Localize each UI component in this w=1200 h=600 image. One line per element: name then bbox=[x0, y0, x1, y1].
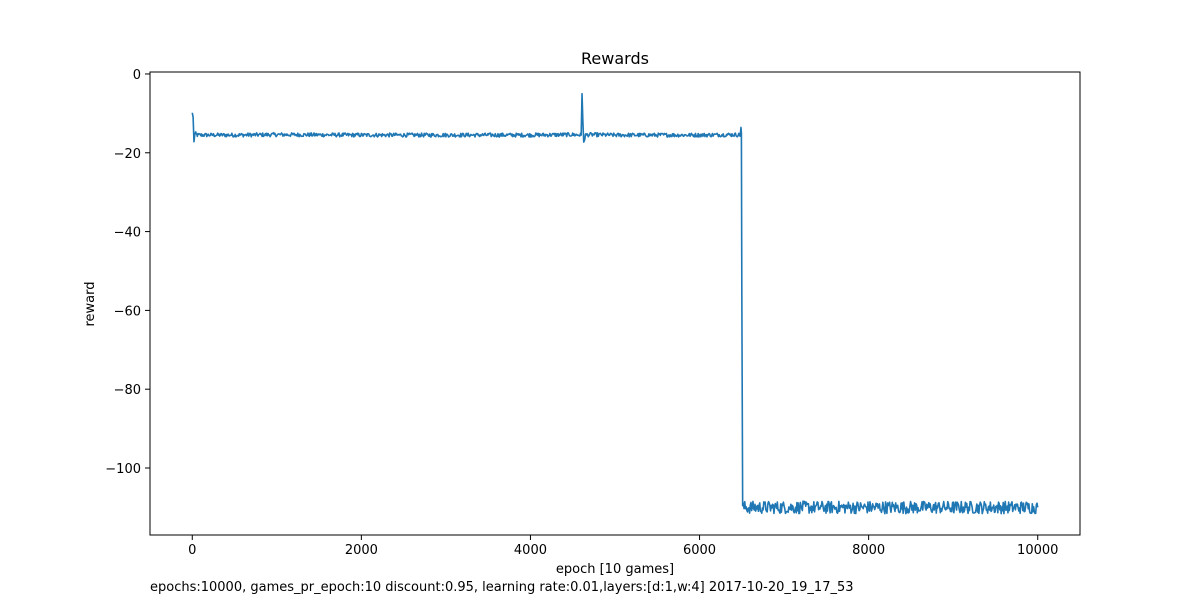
x-tick-label: 6000 bbox=[683, 543, 716, 558]
series-line bbox=[191, 92, 1039, 515]
chart-caption: epochs:10000, games_pr_epoch:10 discount… bbox=[150, 580, 854, 595]
y-tick-label: −40 bbox=[114, 226, 141, 241]
y-tick-label: −80 bbox=[114, 383, 141, 398]
y-tick-label: −20 bbox=[114, 147, 141, 162]
x-tick-label: 2000 bbox=[345, 543, 378, 558]
x-tick-label: 4000 bbox=[514, 543, 547, 558]
series-layer bbox=[191, 92, 1039, 515]
y-tick-label: −60 bbox=[114, 304, 141, 319]
plot-area-frame bbox=[149, 71, 1081, 536]
x-tick-label: 10000 bbox=[1017, 543, 1058, 558]
y-axis: 0 −20 −40 −60 −80 −100 bbox=[105, 68, 150, 477]
y-tick-label: 0 bbox=[133, 68, 141, 83]
x-tick-label: 0 bbox=[188, 543, 196, 558]
y-axis-label: reward bbox=[83, 281, 98, 326]
x-axis: 0 2000 4000 6000 8000 10000 bbox=[188, 535, 1058, 558]
x-axis-label: epoch [10 games] bbox=[556, 562, 674, 577]
chart-title: Rewards bbox=[581, 49, 649, 68]
y-tick-label: −100 bbox=[105, 462, 141, 477]
x-tick-label: 8000 bbox=[852, 543, 885, 558]
